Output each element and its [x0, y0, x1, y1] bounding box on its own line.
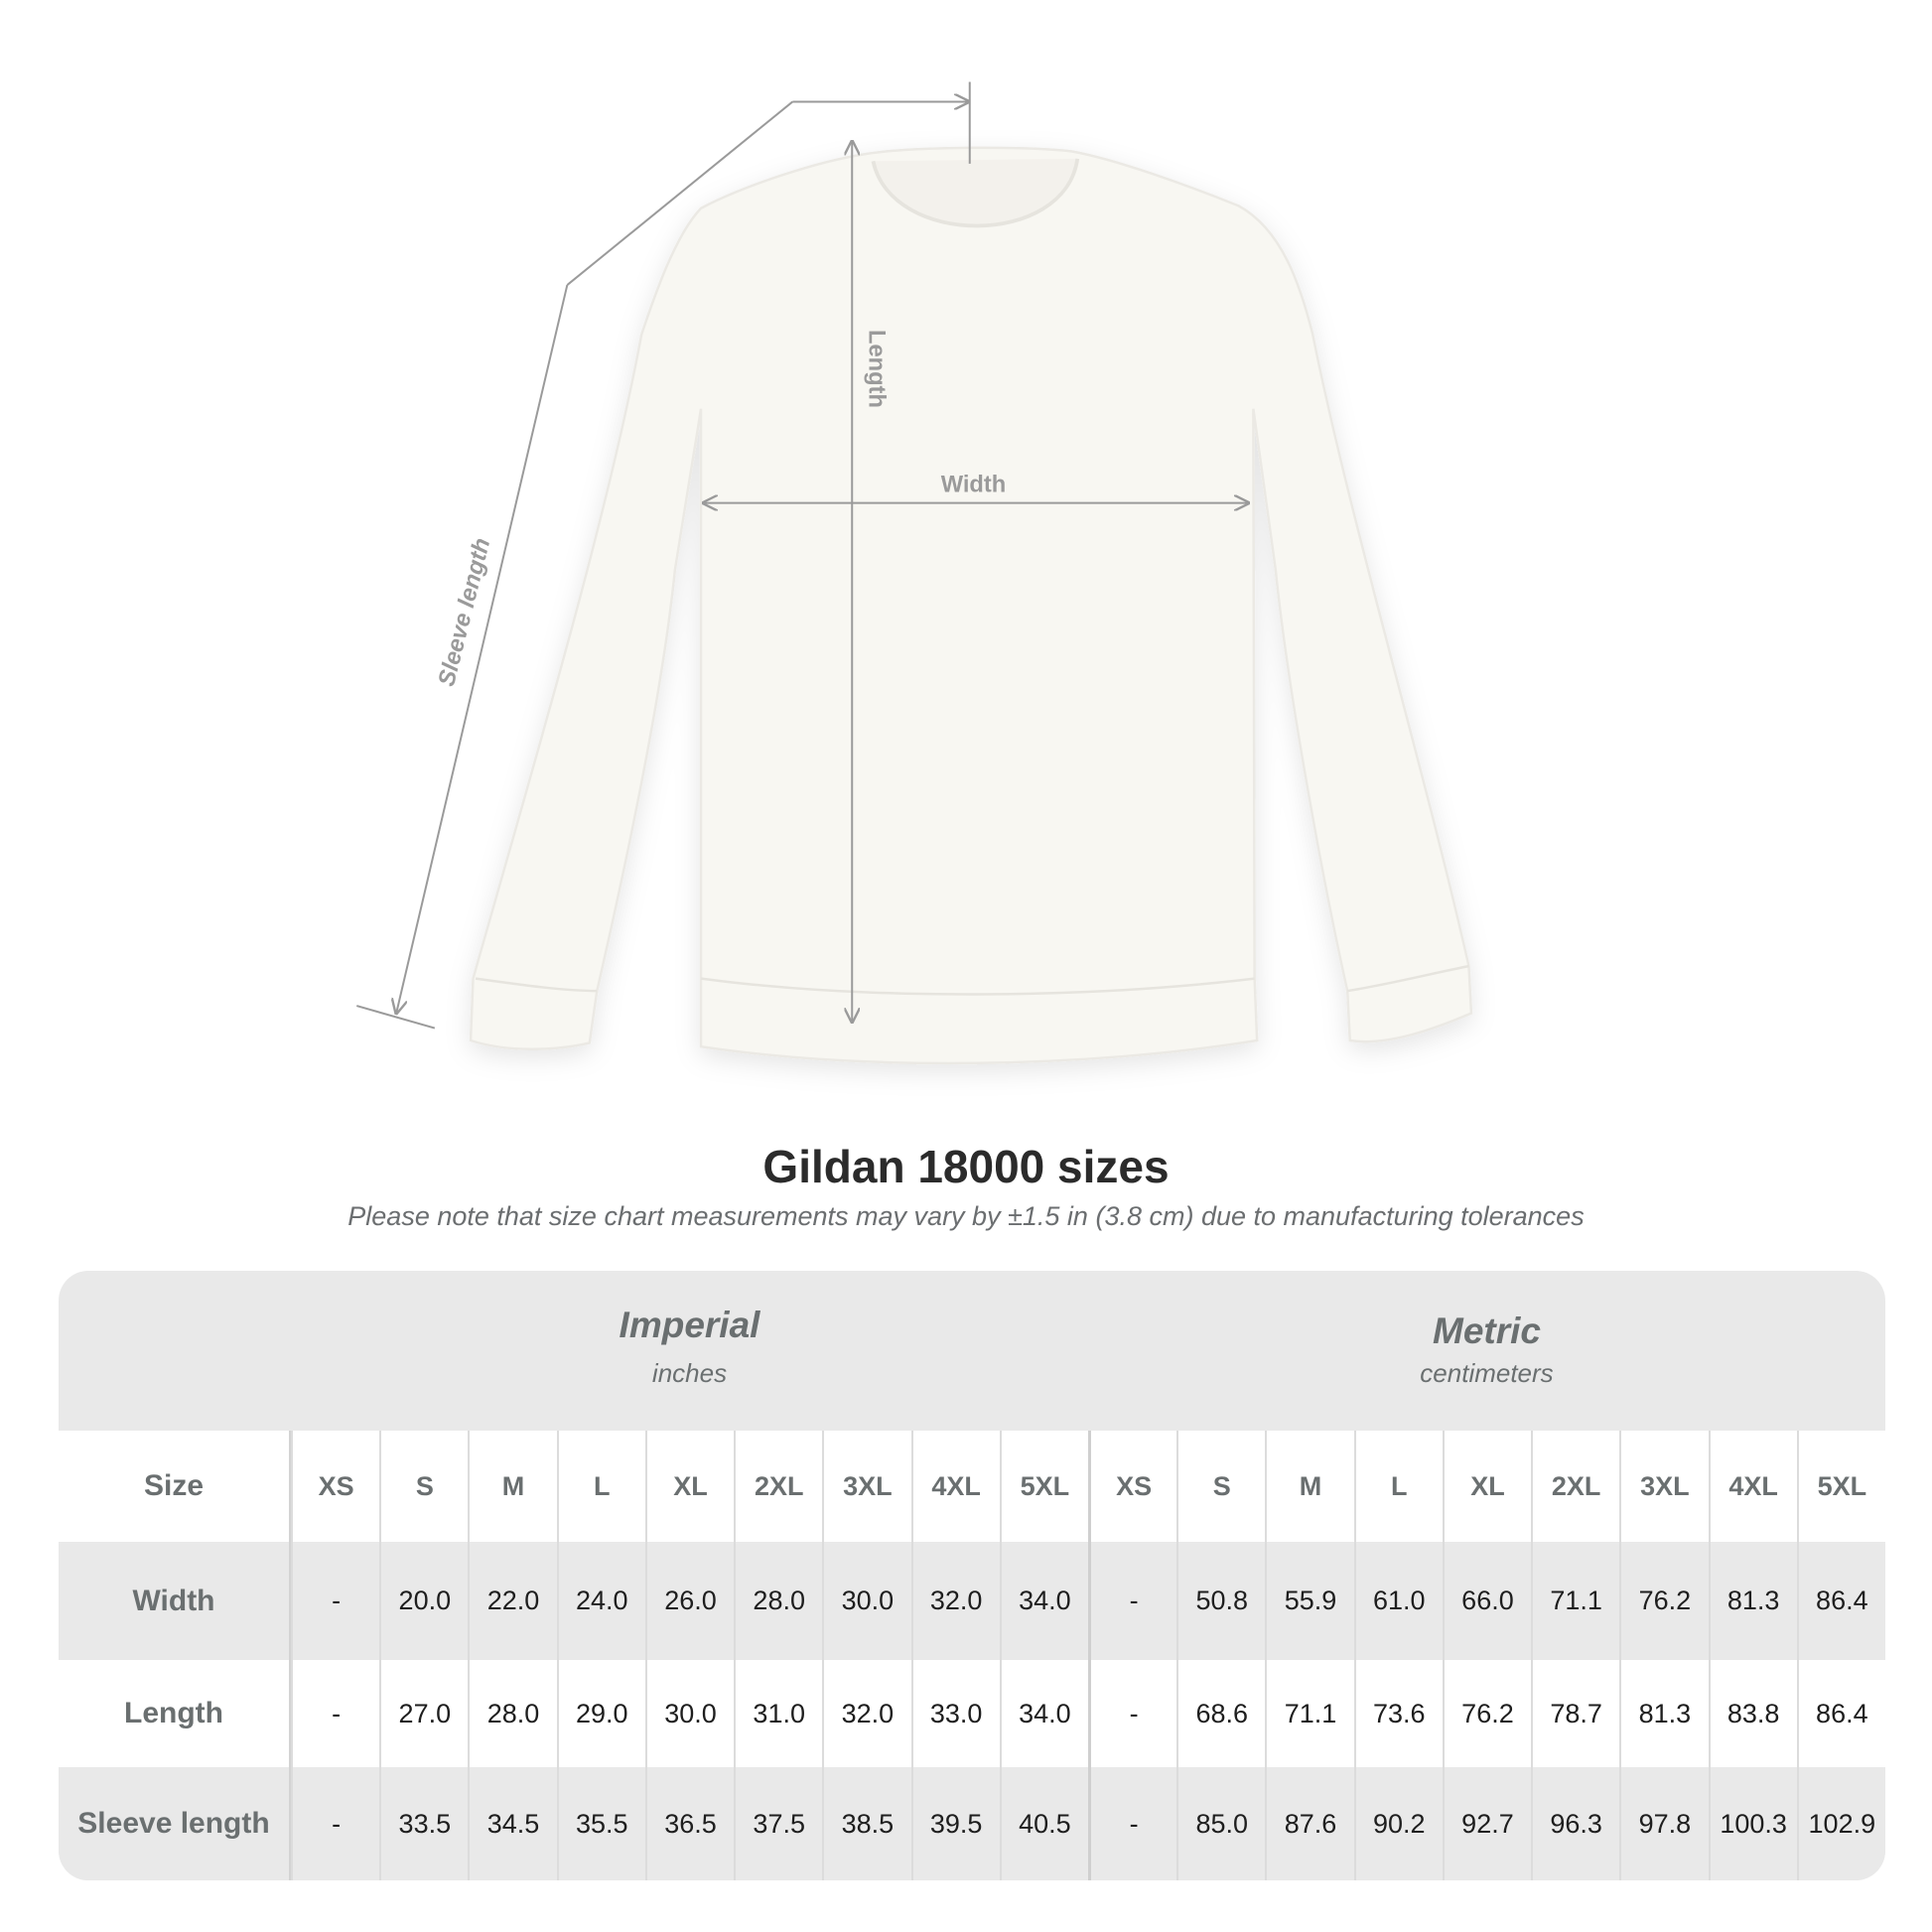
table-row-length: Length -27.0 28.0 29.0 30.0 31.0 32.0 33.0 34.0…	[59, 1660, 1885, 1767]
table-cell: 92.7	[1442, 1767, 1531, 1880]
size-header-metric-xs: XS	[1087, 1431, 1176, 1542]
table-cell: 34.0	[999, 1660, 1088, 1767]
table-cell: 97.8	[1619, 1767, 1708, 1880]
size-label: Size	[59, 1431, 291, 1542]
table-cell: 102.9	[1796, 1767, 1885, 1880]
length-label: Length	[864, 330, 890, 408]
table-cell: -	[291, 1660, 379, 1767]
size-header-imperial-2xl: 2XL	[734, 1431, 822, 1542]
table-cell: 28.0	[468, 1660, 556, 1767]
table-cell: 27.0	[379, 1660, 468, 1767]
sleeve-length-measure	[355, 81, 971, 1030]
table-cell: 90.2	[1353, 1767, 1443, 1880]
table-cell: 86.4	[1796, 1660, 1885, 1767]
tolerance-note: Please note that size chart measurements…	[347, 1201, 1585, 1231]
size-header-metric-m: M	[1265, 1431, 1353, 1542]
table-cell: 96.3	[1531, 1767, 1619, 1880]
imperial-header: Imperial inches	[291, 1271, 1088, 1431]
row-label: Width	[59, 1542, 291, 1660]
table-cell: -	[291, 1767, 379, 1880]
table-cell: 66.0	[1442, 1542, 1531, 1660]
row-label: Sleeve length	[59, 1767, 291, 1880]
table-cell: 86.4	[1796, 1542, 1885, 1660]
size-header-imperial-m: M	[468, 1431, 556, 1542]
imperial-title: Imperial	[619, 1305, 760, 1345]
table-cell: 38.5	[822, 1767, 910, 1880]
size-header-row: Size XS S M L XL 2XL 3XL 4XL 5XL XS S M L XL 2XL 3XL 4XL…	[59, 1431, 1885, 1542]
table-cell: 24.0	[556, 1542, 645, 1660]
size-header-imperial-l: L	[556, 1431, 645, 1542]
table-cell: 30.0	[644, 1660, 734, 1767]
size-header-metric-3xl: 3XL	[1619, 1431, 1708, 1542]
table-cell: 34.0	[999, 1542, 1088, 1660]
sweatshirt-illustration: Sleeve length Length Width	[355, 81, 1473, 1065]
size-header-imperial-xl: XL	[644, 1431, 734, 1542]
table-cell: 81.3	[1708, 1542, 1797, 1660]
size-header-imperial-3xl: 3XL	[822, 1431, 910, 1542]
size-header-imperial-5xl: 5XL	[999, 1431, 1088, 1542]
table-cell: 32.0	[910, 1542, 1000, 1660]
table-cell: 61.0	[1353, 1542, 1443, 1660]
table-cell: 35.5	[556, 1767, 645, 1880]
table-cell: 78.7	[1531, 1660, 1619, 1767]
page-title: Gildan 18000 sizes	[762, 1141, 1170, 1192]
table-cell: 36.5	[644, 1767, 734, 1880]
width-label: Width	[941, 472, 1007, 497]
size-header-metric-2xl: 2XL	[1531, 1431, 1619, 1542]
table-cell: 85.0	[1176, 1767, 1265, 1880]
table-cell: 29.0	[556, 1660, 645, 1767]
table-cell: 76.2	[1619, 1542, 1708, 1660]
table-cell: -	[1087, 1542, 1176, 1660]
size-header-imperial-s: S	[379, 1431, 468, 1542]
table-cell: 39.5	[910, 1767, 1000, 1880]
size-header-metric-l: L	[1353, 1431, 1443, 1542]
size-header-metric-s: S	[1176, 1431, 1265, 1542]
size-header-imperial-xs: XS	[291, 1431, 379, 1542]
table-cell: 28.0	[734, 1542, 822, 1660]
table-row-width: Width -20.0 22.0 24.0 26.0 28.0 30.0 32.0 34.0-…	[59, 1542, 1885, 1660]
table-cell: 34.5	[468, 1767, 556, 1880]
table-cell: 33.5	[379, 1767, 468, 1880]
table-cell: 71.1	[1531, 1542, 1619, 1660]
table-cell: 83.8	[1708, 1660, 1797, 1767]
row-label: Length	[59, 1660, 291, 1767]
metric-title: Metric	[1433, 1311, 1541, 1351]
table-cell: 81.3	[1619, 1660, 1708, 1767]
table-cell: 30.0	[822, 1542, 910, 1660]
table-cell: 37.5	[734, 1767, 822, 1880]
table-cell: 31.0	[734, 1660, 822, 1767]
size-header-metric-4xl: 4XL	[1708, 1431, 1797, 1542]
table-cell: 87.6	[1265, 1767, 1353, 1880]
table-cell: 55.9	[1265, 1542, 1353, 1660]
table-cell: 33.0	[910, 1660, 1000, 1767]
table-cell: -	[1087, 1767, 1176, 1880]
table-cell: -	[291, 1542, 379, 1660]
sleeve-length-label: Sleeve length	[434, 535, 495, 688]
table-cell: 26.0	[644, 1542, 734, 1660]
table-cell: 100.3	[1708, 1767, 1797, 1880]
table-cell: 73.6	[1353, 1660, 1443, 1767]
size-table: Imperial inches Metric centimeters Size …	[59, 1271, 1885, 1880]
metric-unit: centimeters	[1420, 1358, 1554, 1388]
table-cell: 76.2	[1442, 1660, 1531, 1767]
imperial-unit: inches	[651, 1358, 728, 1388]
table-cell: -	[1087, 1660, 1176, 1767]
size-header-imperial-4xl: 4XL	[910, 1431, 1000, 1542]
size-header-metric-xl: XL	[1442, 1431, 1531, 1542]
table-cell: 68.6	[1176, 1660, 1265, 1767]
table-cell: 32.0	[822, 1660, 910, 1767]
metric-header: Metric centimeters	[1088, 1271, 1885, 1431]
table-cell: 71.1	[1265, 1660, 1353, 1767]
table-cell: 20.0	[379, 1542, 468, 1660]
sweatshirt-shape	[469, 146, 1473, 1065]
table-cell: 22.0	[468, 1542, 556, 1660]
table-row-sleeve-length: Sleeve length -33.5 34.5 35.5 36.5 37.5 38.5 3…	[59, 1767, 1885, 1880]
table-cell: 40.5	[999, 1767, 1088, 1880]
size-header-metric-5xl: 5XL	[1796, 1431, 1885, 1542]
table-cell: 50.8	[1176, 1542, 1265, 1660]
